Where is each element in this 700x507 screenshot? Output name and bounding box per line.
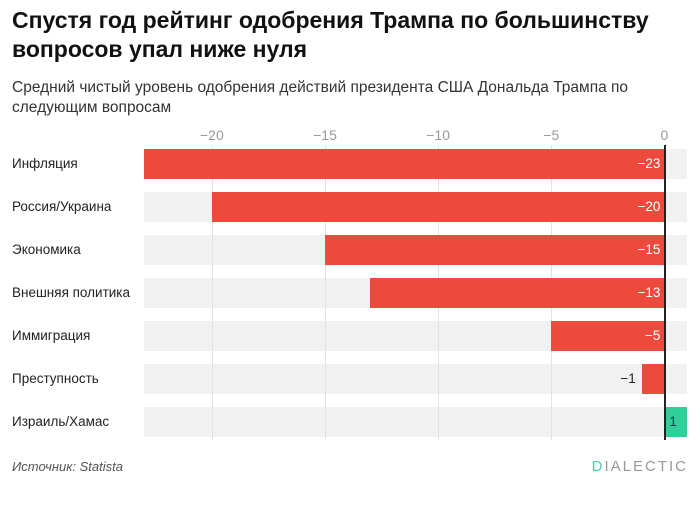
category-label: Преступность [12, 371, 99, 386]
dialectic-logo: DIALECTIC [591, 458, 688, 475]
bar [551, 321, 665, 351]
chart-subtitle: Средний чистый уровень одобрения действи… [12, 79, 629, 116]
tick-label: −20 [200, 127, 224, 143]
value-label: −1 [620, 371, 636, 386]
category-label: Россия/Украина [12, 199, 112, 214]
value-label: −5 [644, 328, 661, 343]
category-label: Внешняя политика [12, 285, 130, 300]
chart-title: Спустя год рейтинг одобрения Трампа по б… [12, 7, 649, 62]
row-background [144, 407, 687, 437]
category-label: Израиль/Хамас [12, 414, 110, 429]
bar [211, 192, 665, 222]
value-label: −15 [637, 242, 661, 257]
bar [325, 235, 665, 265]
row-background [144, 364, 687, 394]
source-note: Источник: Statista [12, 459, 123, 474]
tick-label: −15 [313, 127, 337, 143]
category-label: Иммиграция [12, 328, 91, 343]
tick-label: −10 [426, 127, 450, 143]
value-label: −20 [637, 199, 661, 214]
zero-axis-line [664, 145, 666, 440]
bar [664, 407, 687, 437]
value-label: −13 [637, 285, 661, 300]
gridline [211, 145, 213, 440]
bar [144, 149, 665, 179]
tick-label: −5 [543, 127, 560, 143]
value-label: 1 [669, 414, 677, 429]
value-label: −23 [637, 156, 661, 171]
tick-label: 0 [660, 127, 669, 143]
bar [641, 364, 665, 394]
category-label: Инфляция [12, 156, 78, 171]
category-label: Экономика [12, 242, 81, 257]
bar [370, 278, 665, 308]
gridline [325, 145, 326, 440]
